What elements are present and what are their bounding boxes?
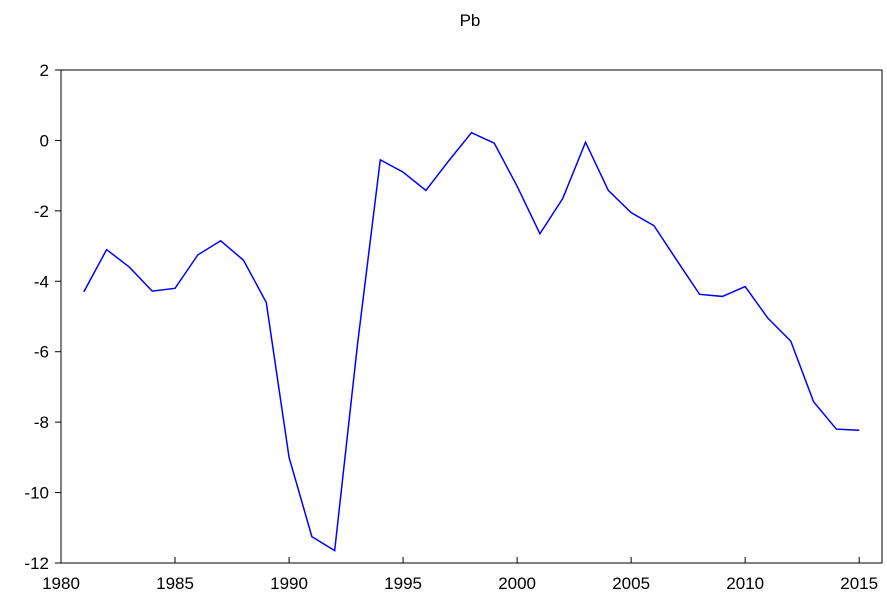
y-tick-label: -2 [34, 202, 49, 221]
y-tick-label: 0 [40, 131, 49, 150]
x-tick-label: 1985 [156, 574, 194, 593]
plot-frame [60, 69, 883, 564]
x-tick-label: 1995 [384, 574, 422, 593]
y-tick-label: -10 [24, 484, 49, 503]
chart-title: Pb [460, 11, 481, 30]
x-tick-label: 1980 [42, 574, 80, 593]
y-tick-label: -6 [34, 343, 49, 362]
x-tick-label: 2010 [726, 574, 764, 593]
y-tick-label: 2 [40, 61, 49, 80]
y-tick-label: -12 [24, 554, 49, 573]
line-series [83, 131, 860, 552]
y-tick-label: -4 [34, 272, 49, 291]
x-tick-label: 2005 [612, 574, 650, 593]
x-tick-label: 2000 [498, 574, 536, 593]
y-tick-label: -8 [34, 413, 49, 432]
x-tick-label: 2015 [840, 574, 878, 593]
x-tick-label: 1990 [270, 574, 308, 593]
